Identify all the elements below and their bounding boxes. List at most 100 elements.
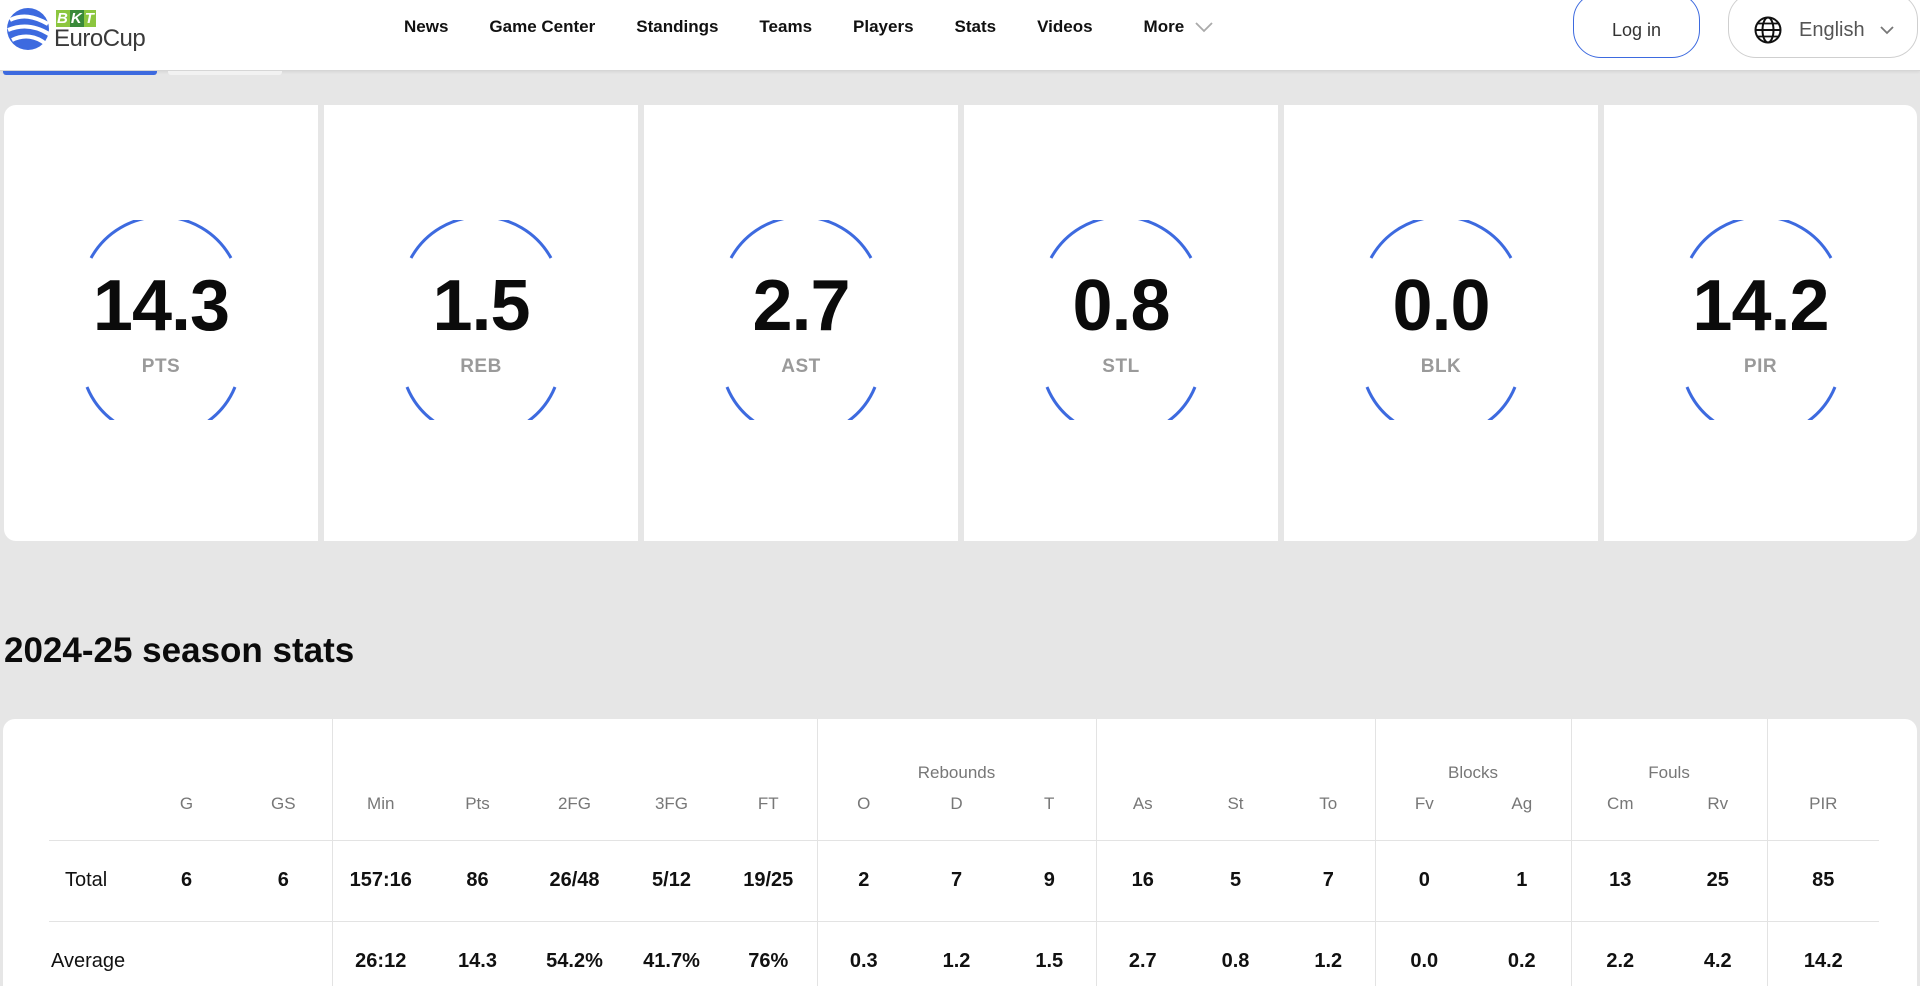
main-nav: News Game Center Standings Teams Players…	[404, 0, 1255, 54]
group-fouls: Fouls	[1570, 719, 1768, 790]
stat-label: PTS	[141, 356, 181, 377]
nav-item-game-center[interactable]: Game Center	[489, 17, 596, 36]
col-header[interactable]: Ag	[1473, 790, 1572, 841]
row-label: Average	[49, 921, 138, 986]
subtab-active-indicator[interactable]	[3, 71, 157, 75]
col-header[interactable]: G	[138, 790, 235, 841]
table-cell: 41.7%	[623, 921, 720, 986]
col-header[interactable]: 2FG	[526, 790, 623, 841]
col-header[interactable]: T	[1003, 790, 1096, 841]
stat-card-pts: 14.3 PTS	[4, 105, 318, 541]
table-cell: 14.3	[429, 921, 526, 986]
nav-item-videos[interactable]: Videos	[1037, 17, 1093, 36]
subtab-inactive[interactable]	[168, 71, 282, 75]
gauge-ring	[725, 220, 877, 420]
stat-value: 0.8	[1072, 266, 1170, 346]
nav-item-news[interactable]: News	[404, 17, 449, 36]
table-cell: 1.5	[1003, 921, 1096, 986]
language-label: English	[1799, 18, 1865, 41]
stat-value: 14.2	[1692, 266, 1829, 346]
table-cell: 0.0	[1374, 921, 1474, 986]
col-header[interactable]: Pts	[429, 790, 526, 841]
stat-label: AST	[781, 356, 821, 377]
table-cell	[138, 921, 235, 986]
col-header[interactable]: Rv	[1669, 790, 1768, 841]
table-cell: 2.7	[1095, 921, 1189, 986]
col-header[interactable]: To	[1282, 790, 1376, 841]
language-selector[interactable]: English	[1728, 0, 1918, 58]
stat-value: 0.0	[1392, 266, 1490, 346]
table-cell: 86	[429, 840, 526, 922]
nav-item-standings[interactable]: Standings	[636, 17, 719, 36]
group-blocks: Blocks	[1374, 719, 1572, 790]
col-header[interactable]: Cm	[1570, 790, 1670, 841]
table-cell: 54.2%	[526, 921, 623, 986]
table-cell: 2.2	[1570, 921, 1670, 986]
stat-card-pir: 14.2 PIR	[1604, 105, 1917, 541]
stat-label: STL	[1102, 356, 1140, 377]
col-header[interactable]: As	[1095, 790, 1189, 841]
stat-card-stl: 0.8 STL	[964, 105, 1278, 541]
table-cell	[235, 921, 332, 986]
col-header[interactable]: St	[1189, 790, 1282, 841]
col-header[interactable]: 3FG	[623, 790, 720, 841]
table-row: Total 6 6 157:16 86 26/48 5/12 19/25 2 7…	[49, 840, 1880, 922]
login-button[interactable]: Log in	[1573, 0, 1700, 58]
table-cell: 4.2	[1669, 921, 1768, 986]
col-header[interactable]: D	[910, 790, 1003, 841]
nav-item-players[interactable]: Players	[853, 17, 914, 36]
table-cell: 16	[1095, 840, 1189, 922]
season-stats-title: 2024-25 season stats	[4, 631, 355, 670]
table-cell: 0.8	[1189, 921, 1282, 986]
stat-card-reb: 1.5 REB	[324, 105, 638, 541]
table-cell: 1.2	[910, 921, 1003, 986]
nav-more-menu[interactable]: More	[1144, 17, 1215, 37]
nav-more-label: More	[1143, 17, 1185, 36]
col-header[interactable]: Min	[331, 790, 429, 841]
stat-card-ast: 2.7 AST	[644, 105, 958, 541]
table-cell: 26/48	[526, 840, 623, 922]
col-header[interactable]: GS	[235, 790, 332, 841]
gauge-ring	[1365, 220, 1517, 420]
season-stats-table: Rebounds Blocks Fouls G GS Min Pts 2FG 3…	[3, 719, 1917, 986]
table-cell: 157:16	[331, 840, 429, 922]
table-cell: 19/25	[720, 840, 817, 922]
column-group-header-row: Rebounds Blocks Fouls	[49, 719, 1880, 790]
nav-item-stats[interactable]: Stats	[954, 17, 997, 36]
table-cell: 1.2	[1282, 921, 1376, 986]
col-header[interactable]: O	[816, 790, 910, 841]
table-cell: 7	[1282, 840, 1376, 922]
table-cell: 6	[138, 840, 235, 922]
chevron-down-icon	[1879, 26, 1894, 35]
stat-label: REB	[460, 356, 502, 377]
table-cell: 0	[1374, 840, 1474, 922]
col-header[interactable]: PIR	[1766, 790, 1880, 841]
table-cell: 5	[1189, 840, 1282, 922]
nav-item-teams[interactable]: Teams	[759, 17, 813, 36]
group-rebounds: Rebounds	[816, 719, 1096, 790]
table-row: Average 26:12 14.3 54.2% 41.7% 76% 0.3 1…	[49, 921, 1880, 986]
chevron-down-icon	[1195, 22, 1213, 33]
row-label: Total	[49, 840, 138, 922]
table-cell: 5/12	[623, 840, 720, 922]
table-cell: 7	[910, 840, 1003, 922]
col-header[interactable]: FT	[720, 790, 817, 841]
stat-value: 2.7	[752, 266, 850, 346]
gauge-ring	[405, 220, 557, 420]
table-cell: 9	[1003, 840, 1096, 922]
table-cell: 76%	[720, 921, 817, 986]
stat-label: PIR	[1743, 356, 1778, 377]
column-header-row: G GS Min Pts 2FG 3FG FT O D T As St To F…	[49, 790, 1880, 841]
globe-icon	[1754, 16, 1782, 44]
table-cell: 6	[235, 840, 332, 922]
stat-label: BLK	[1420, 356, 1462, 377]
stat-value: 1.5	[432, 266, 530, 346]
eurocup-ball-icon	[7, 8, 51, 50]
table-cell: 85	[1766, 840, 1880, 922]
logo-name: EuroCup	[54, 25, 146, 52]
col-header[interactable]: Fv	[1374, 790, 1474, 841]
gauge-ring	[1045, 220, 1197, 420]
stat-cards: 14.3 PTS 1.5 REB 2.7 AST 0.8 STL 0.0 BLK	[4, 105, 1917, 541]
